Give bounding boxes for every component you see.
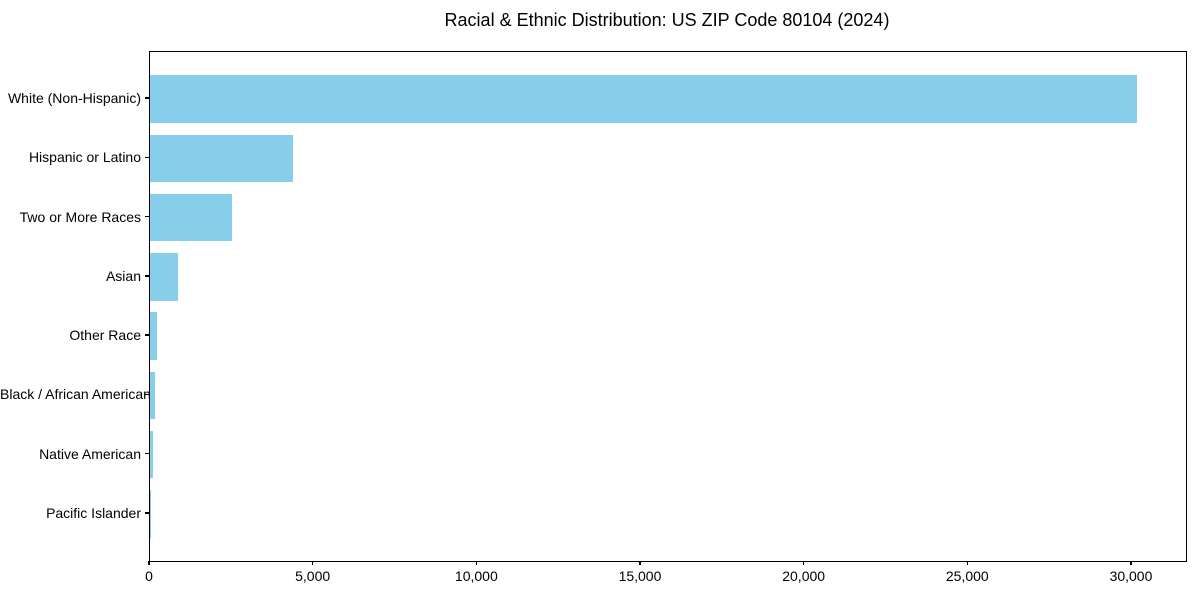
y-tick-mark	[145, 215, 149, 218]
y-tick-label-black-african-american: Black / African American	[0, 386, 151, 403]
x-tick-label-30-000: 30,000	[1109, 568, 1153, 584]
x-tick-mark	[148, 561, 150, 565]
x-tick-mark	[1130, 561, 1132, 565]
y-tick-mark	[145, 156, 149, 158]
y-tick-mark	[145, 97, 149, 99]
chart-title: Racial & Ethnic Distribution: US ZIP Cod…	[444, 10, 890, 30]
x-tick-mark	[311, 561, 314, 565]
y-tick-label-native-american: Native American	[39, 445, 141, 462]
bar-asian	[150, 253, 179, 301]
x-tick-label-25-000: 25,000	[945, 568, 989, 584]
bar-white-non-hispanic	[150, 75, 1137, 123]
bar-other-race	[150, 312, 158, 360]
x-tick-label-10-000: 10,000	[454, 568, 498, 584]
x-tick-mark	[802, 561, 805, 565]
y-tick-label-white-non-hispanic: White (Non-Hispanic)	[7, 90, 141, 106]
y-tick-mark	[145, 453, 149, 455]
plot-area	[149, 51, 1187, 562]
y-tick-label-hispanic-or-latino: Hispanic or Latino	[28, 149, 141, 166]
y-tick-mark	[145, 512, 149, 514]
x-tick-label-5-000: 5,000	[295, 568, 331, 584]
y-tick-mark	[145, 334, 149, 336]
y-tick-label-two-or-more-races: Two or More Races	[19, 208, 141, 225]
x-tick-label-20-000: 20,000	[782, 568, 826, 584]
bar-native-american	[150, 431, 153, 479]
x-tick-mark	[475, 561, 478, 565]
x-tick-label-0: 0	[145, 568, 153, 584]
y-tick-mark	[145, 393, 149, 396]
y-tick-mark	[145, 275, 149, 277]
x-tick-label-15-000: 15,000	[618, 568, 662, 584]
y-tick-label-pacific-islander: Pacific Islander	[46, 505, 141, 522]
y-tick-label-other-race: Other Race	[69, 327, 141, 344]
x-tick-mark	[639, 561, 641, 565]
x-tick-mark	[966, 561, 969, 565]
y-tick-label-asian: Asian	[105, 267, 141, 284]
bar-two-or-more-races	[150, 193, 232, 242]
bar-black-african-american	[150, 371, 155, 420]
bar-hispanic-or-latino	[150, 134, 294, 182]
